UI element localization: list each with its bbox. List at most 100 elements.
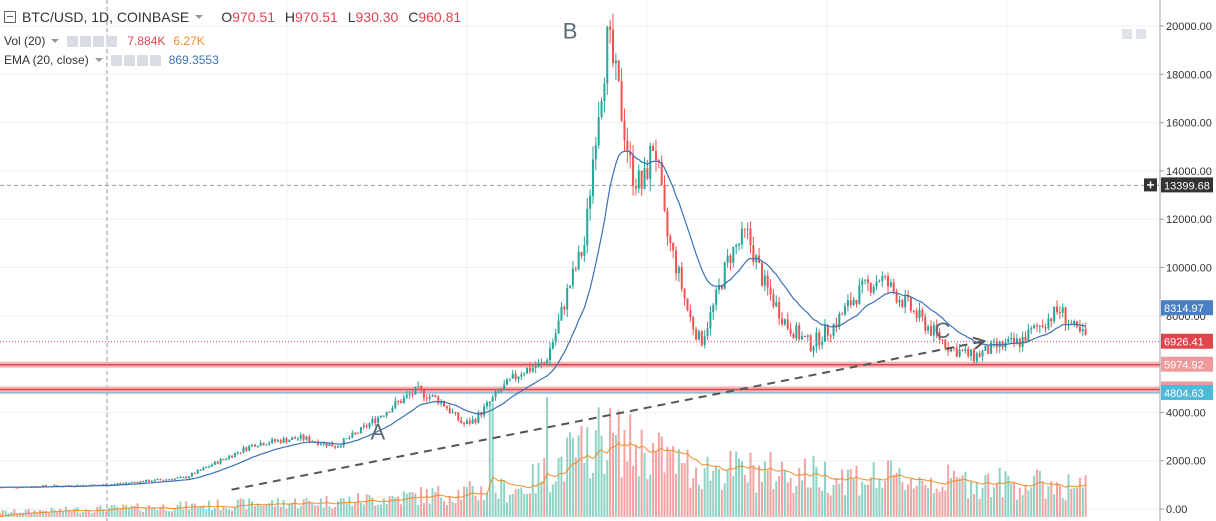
candle-body	[136, 482, 139, 484]
volume-bar	[818, 487, 821, 517]
candle-body	[772, 294, 775, 307]
volume-bar	[964, 471, 967, 517]
candle-body	[414, 386, 417, 395]
volume-bar	[864, 484, 867, 517]
candle-body	[236, 452, 239, 454]
volume-bar	[225, 508, 228, 517]
price-label-box	[1161, 333, 1213, 349]
volume-bar	[706, 456, 709, 517]
volume-bar	[84, 509, 87, 517]
candle-body	[864, 279, 867, 281]
volume-bar	[623, 429, 626, 517]
candle-body	[654, 151, 657, 161]
volume-bar	[652, 442, 655, 517]
chevron-down-icon[interactable]	[195, 15, 204, 19]
volume-bar	[44, 511, 47, 517]
volume-bar	[543, 457, 546, 517]
candle-body	[723, 262, 726, 289]
volume-bar	[586, 427, 589, 517]
candle-body	[738, 243, 741, 246]
volume-bar	[907, 484, 910, 517]
candle-body	[697, 331, 700, 340]
price-label: 13399.68	[1164, 180, 1210, 192]
candle-body	[609, 26, 612, 30]
volume-bar	[844, 495, 847, 517]
volume-bar	[168, 511, 171, 517]
volume-bar	[612, 432, 615, 517]
volume-bar	[941, 486, 944, 517]
candle-body	[362, 425, 365, 428]
candle-body	[190, 473, 193, 477]
candle-body	[878, 281, 881, 283]
volume-bar	[669, 450, 672, 517]
ema-label[interactable]: EMA (20, close)	[4, 53, 89, 67]
candle-body	[612, 29, 615, 63]
volume-bar	[445, 504, 448, 517]
candle-body	[629, 152, 632, 156]
volume-bar	[1010, 482, 1013, 517]
volume-bar	[110, 505, 113, 517]
scroll-down-icon[interactable]	[1136, 29, 1146, 39]
candle-body	[526, 367, 529, 374]
volume-bar	[526, 493, 529, 517]
volume-bar	[1038, 470, 1041, 517]
volume-bar	[379, 504, 382, 517]
volume-bar	[967, 498, 970, 517]
volume-bar	[291, 502, 294, 517]
candle-body	[213, 461, 216, 465]
volume-bar	[626, 461, 629, 517]
chevron-down-icon[interactable]	[94, 58, 103, 62]
settings-icon[interactable]	[123, 54, 135, 66]
volume-bar	[881, 487, 884, 517]
volume-bar	[474, 495, 477, 517]
add-icon[interactable]	[136, 54, 148, 66]
volume-bar	[251, 501, 254, 517]
volume-bar	[125, 505, 128, 517]
volume-bar	[921, 480, 924, 517]
close-icon[interactable]	[106, 35, 118, 47]
candle-body	[365, 425, 368, 428]
candle-body	[483, 406, 486, 416]
candle-body	[79, 485, 82, 487]
add-icon[interactable]	[93, 35, 105, 47]
scroll-up-icon[interactable]	[1122, 29, 1132, 39]
candle-body	[273, 439, 276, 442]
volume-bar	[457, 489, 460, 517]
volume-label[interactable]: Vol (20)	[4, 34, 46, 48]
symbol-label[interactable]: BTC/USD, 1D, COINBASE	[22, 9, 190, 25]
candle-body	[798, 325, 801, 340]
volume-bar	[703, 468, 706, 517]
candle-body	[927, 326, 930, 331]
low-key: L	[347, 9, 356, 25]
visibility-icon[interactable]	[110, 54, 122, 66]
volume-bar	[614, 434, 617, 517]
settings-icon[interactable]	[80, 35, 92, 47]
candle-body	[540, 362, 543, 364]
collapse-toggle-icon[interactable]	[4, 11, 16, 23]
candle-body	[546, 360, 549, 364]
candle-body	[892, 282, 895, 292]
candle-body	[460, 420, 463, 423]
candle-body	[196, 470, 199, 474]
volume-bar	[700, 489, 703, 517]
candle-body	[846, 300, 849, 307]
candle-body	[139, 481, 142, 483]
candle-body	[506, 379, 509, 385]
candle-body	[302, 434, 305, 440]
candle-body	[445, 406, 448, 409]
candle-body	[339, 445, 342, 447]
candle-body	[262, 442, 265, 446]
volume-bar	[637, 476, 640, 517]
candle-body	[511, 373, 514, 379]
close-icon[interactable]	[149, 54, 161, 66]
candle-body	[992, 341, 995, 343]
volume-bar	[248, 498, 251, 517]
candle-body	[829, 335, 832, 337]
visibility-icon[interactable]	[67, 35, 79, 47]
volume-bar	[451, 501, 454, 517]
chevron-down-icon[interactable]	[51, 39, 60, 43]
volume-bar	[282, 499, 285, 517]
candle-body	[162, 479, 165, 481]
volume-bar	[362, 504, 365, 517]
